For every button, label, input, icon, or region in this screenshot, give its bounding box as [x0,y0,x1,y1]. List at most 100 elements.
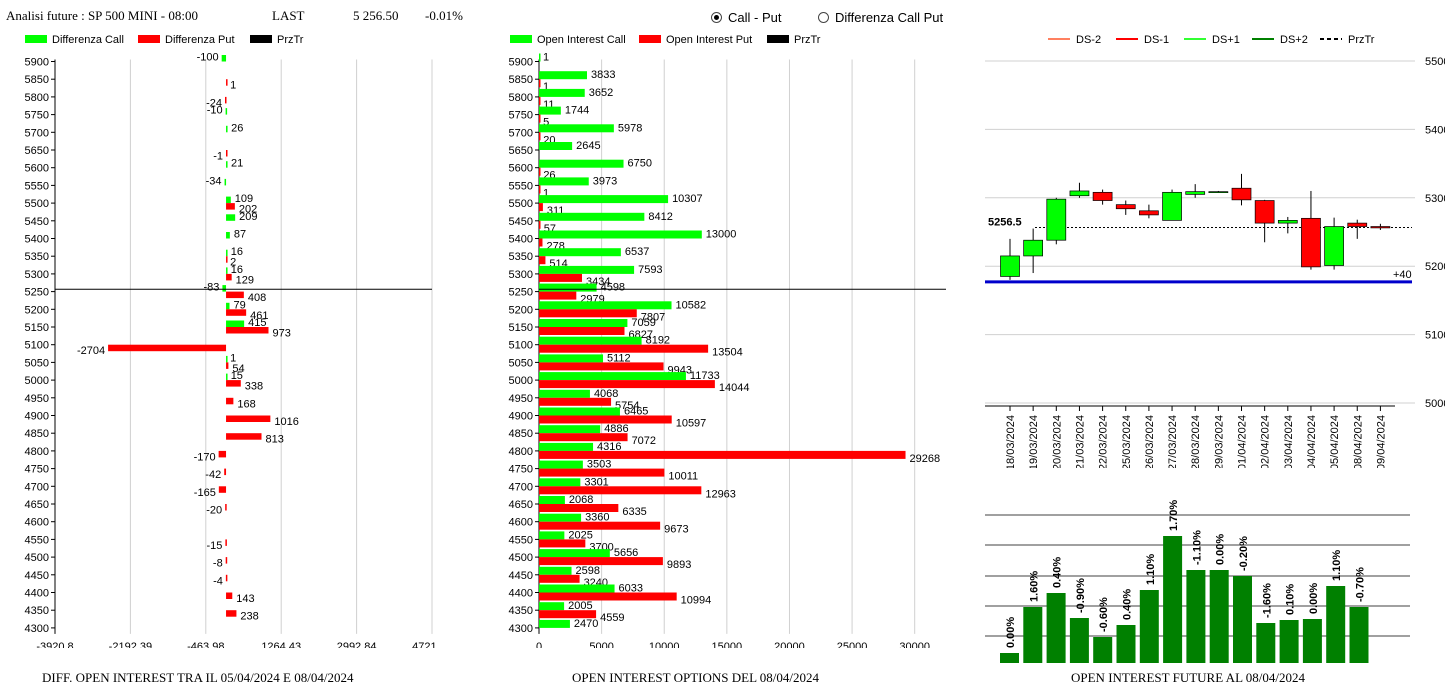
bar-call-label: -83 [204,282,220,294]
bar-call [226,373,228,381]
y-tick-label: 5100 [509,340,533,352]
bar-call [539,584,615,593]
bar-put [224,468,227,476]
x-tick-label: 22/03/2024 [1098,415,1110,468]
bar-put-label: 202 [239,204,257,216]
legend-swatch [25,35,47,43]
oi-bar [1302,619,1322,663]
bar-put [539,539,586,548]
bar-call-label: 7059 [631,317,655,329]
bar-put-label: 29268 [910,453,941,465]
x-tick-label: -2192.39 [109,641,152,648]
bar-put-label: 7072 [632,435,656,447]
bar-put-label: -2704 [77,345,105,357]
legend-swatch [250,35,272,43]
y-tick-label: 5550 [509,180,533,192]
y-tick-label: 4950 [509,393,533,405]
y-tick-label: 5750 [509,110,533,122]
bar-call-label: 1744 [565,105,589,117]
y-tick-label: 5500 [509,198,533,210]
footer-left: DIFF. OPEN INTEREST TRA IL 05/04/2024 E … [42,670,354,685]
bar-put [539,450,906,459]
y-tick-label: 5900 [509,57,533,69]
legend-label: DS+2 [1280,34,1308,46]
bar-call-label: 8412 [648,211,672,223]
bar-call-label: 209 [239,211,257,223]
y-tick-label: 5350 [509,251,533,263]
bar-call-label: 10582 [676,299,707,311]
bar-put-label: 10994 [681,595,712,607]
radio-diff-call-put[interactable]: Differenza Call Put [818,10,943,25]
oi-bar [1093,637,1113,663]
bar-call-label: 21 [231,158,243,170]
bar-put-label: -8 [213,558,223,570]
bar-put-label: 7807 [641,311,665,323]
bar-call [539,496,565,504]
x-tick-label: 5000 [589,641,613,648]
bar-put-label: 9893 [667,559,691,571]
bar-put [539,309,637,318]
x-tick-label: 19/03/2024 [1028,415,1040,468]
y-tick-label: 4700 [25,481,49,493]
bar-put [539,380,715,389]
bar-put [539,256,546,265]
bar-put [226,79,228,86]
legend-swatch [639,35,661,43]
bar-put [225,504,227,511]
legend-label: PrzTr [277,34,304,46]
x-tick-label: 18/03/2024 [1005,415,1017,468]
oi-bar [1139,590,1159,663]
bar-call [226,320,245,327]
bar-call-label: 6465 [624,406,648,418]
y-tick-label: 5250 [509,287,533,299]
y-tick-label: 5400 [1425,124,1445,136]
y-tick-label: 5300 [509,269,533,281]
legend-swatch [510,35,532,43]
radio-call-put[interactable]: Call - Put [711,10,781,25]
oi-bar [1116,625,1136,663]
bar-put [539,574,580,583]
candle-body [1139,210,1159,216]
bar-call-label: 3973 [593,175,617,187]
bar-call [539,566,572,575]
x-tick-label: 01/04/2024 [1237,415,1249,468]
oi-bar [1209,570,1229,663]
y-tick-label: 4350 [509,605,533,617]
x-tick-label: 10000 [649,641,680,648]
oi-bar-label: 1.60% [1028,571,1040,602]
x-tick-label: -3920.8 [36,641,73,648]
bar-call-label: 6750 [628,158,652,170]
bar-put-label: -1 [213,151,223,163]
y-tick-label: 5300 [25,269,49,281]
oi-bar [1023,607,1043,663]
bar-call-label: 3360 [585,512,609,524]
y-tick-label: 5150 [509,322,533,334]
oi-bar-label: -1.10% [1191,530,1203,565]
y-tick-label: 4750 [25,464,49,476]
bar-call-label: 5112 [607,352,631,364]
bar-put [226,273,232,281]
bar-call [539,478,581,487]
y-tick-label: 4350 [25,605,49,617]
candle-body [1115,204,1136,210]
bar-put-label: 973 [272,328,290,340]
bar-put [226,592,233,599]
oi-bar-label: 0.40% [1052,557,1064,588]
candle-body [1069,190,1090,197]
candle-body [1023,239,1044,257]
bar-call-label: 26 [231,122,243,134]
x-tick-label: 02/04/2024 [1260,415,1272,468]
bar-call [226,232,230,239]
oi-bar-label: -0.20% [1238,536,1250,571]
bar-put-label: 2 [230,257,236,269]
bar-put [539,397,612,406]
bar-call-label: 4068 [594,388,618,400]
oi-bar [1186,570,1206,663]
oi-bar-label: 1.70% [1168,500,1180,531]
bar-call [226,302,230,310]
bar-put [226,397,234,405]
bar-put [539,557,663,566]
bar-put-label: -24 [206,97,222,109]
bar-put [224,96,227,104]
oi-bar [1256,623,1276,663]
